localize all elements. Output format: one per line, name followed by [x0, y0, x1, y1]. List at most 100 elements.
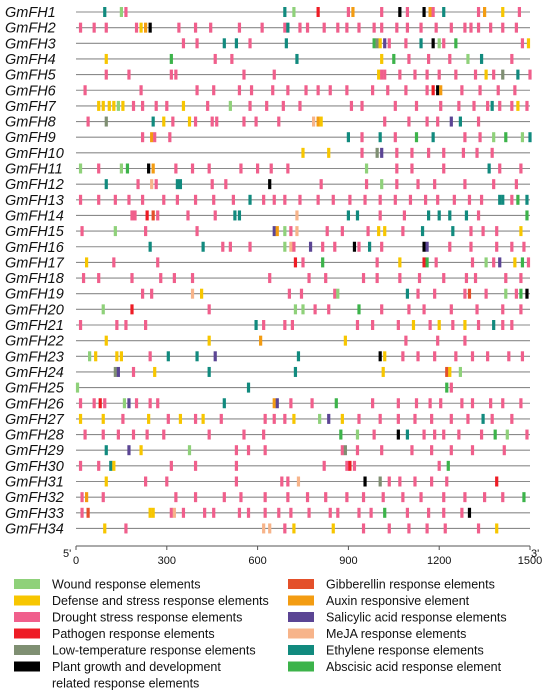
- drought-element-box: [131, 366, 136, 377]
- drought-element-box: [463, 335, 467, 346]
- gene-label-gmfh2: GmFH2: [5, 21, 56, 37]
- drought-element-box: [514, 179, 518, 190]
- drought-element-box: [501, 398, 505, 409]
- drought-element-box: [287, 288, 291, 299]
- wound-element-box: [504, 288, 508, 299]
- drought-element-box: [159, 273, 163, 284]
- gene-label-gmfh18: GmFH18: [5, 271, 64, 287]
- drought-element-box: [81, 273, 86, 284]
- drought-element-box: [321, 241, 325, 252]
- wound-element-box: [336, 288, 340, 299]
- wound-element-box: [301, 304, 305, 315]
- drought-element-box: [92, 398, 96, 409]
- drought-element-box: [249, 85, 254, 96]
- drought-element-box: [237, 85, 242, 96]
- defense-element-box: [484, 69, 488, 80]
- drought-element-box: [498, 100, 502, 111]
- drought-element-box: [478, 132, 482, 143]
- aba-element-box: [339, 429, 343, 440]
- drought-element-box: [372, 22, 376, 33]
- drought-element-box: [383, 116, 387, 127]
- drought-element-box: [476, 22, 481, 33]
- drought-element-box: [357, 507, 361, 518]
- drought-element-box: [489, 398, 493, 409]
- legend-label-ethylene: Ethylene response elements: [326, 644, 484, 658]
- defense-element-box: [377, 226, 381, 237]
- ethylene-element-box: [437, 210, 441, 221]
- aba-element-box: [516, 194, 520, 205]
- drought-element-box: [481, 226, 485, 237]
- drought-element-box: [103, 398, 107, 409]
- drought-element-box: [181, 507, 186, 518]
- aba-element-box: [372, 38, 376, 49]
- meja-element-box: [296, 476, 301, 487]
- drought-element-box: [495, 241, 499, 252]
- drought-element-box: [272, 69, 276, 80]
- drought-element-box: [479, 194, 484, 205]
- drought-element-box: [92, 22, 96, 33]
- drought-element-box: [436, 116, 440, 127]
- drought-element-box: [209, 22, 213, 33]
- drought-element-box: [246, 507, 251, 518]
- drought-element-box: [449, 382, 453, 393]
- drought-element-box: [475, 147, 479, 158]
- drought-element-box: [169, 460, 173, 471]
- drought-element-box: [193, 116, 198, 127]
- drought-element-box: [269, 163, 273, 174]
- drought-element-box: [463, 132, 467, 143]
- drought-element-box: [460, 85, 464, 96]
- drought-element-box: [286, 476, 290, 487]
- drought-element-box: [237, 22, 242, 33]
- drought-element-box: [410, 445, 414, 456]
- aba-element-box: [425, 257, 429, 268]
- drought-element-box: [437, 460, 441, 471]
- drought-element-box: [195, 226, 199, 237]
- drought-element-box: [145, 429, 149, 440]
- defense-element-box: [200, 288, 204, 299]
- defense-element-box: [519, 226, 523, 237]
- drought-element-box: [445, 476, 449, 487]
- wound-element-box: [458, 366, 462, 377]
- drought-element-box: [519, 273, 523, 284]
- drought-element-box: [395, 163, 399, 174]
- drought-element-box: [360, 147, 364, 158]
- drought-element-box: [213, 53, 217, 64]
- drought-element-box: [174, 69, 178, 80]
- defense-element-box: [327, 147, 331, 158]
- drought-element-box: [448, 241, 452, 252]
- aba-element-box: [522, 492, 526, 503]
- gene-label-gmfh19: GmFH19: [5, 287, 64, 303]
- drought-element-box: [316, 194, 320, 205]
- drought-element-box: [510, 241, 514, 252]
- drought-element-box: [263, 492, 267, 503]
- drought-element-box: [430, 476, 434, 487]
- defense-element-box: [147, 413, 151, 424]
- drought-element-box: [271, 85, 275, 96]
- drought-element-box: [405, 22, 410, 33]
- drought-element-box: [298, 22, 302, 33]
- drought-element-box: [153, 132, 157, 143]
- drought-element-box: [457, 100, 461, 111]
- gibberellin-element-box: [445, 366, 449, 377]
- auxin-element-box: [150, 132, 154, 143]
- drought-element-box: [387, 38, 391, 49]
- drought-element-box: [479, 429, 484, 440]
- drought-element-box: [101, 429, 105, 440]
- wound-element-box: [505, 429, 509, 440]
- legend-swatch-aba: [288, 661, 314, 672]
- axis-start-label: 5': [63, 548, 71, 560]
- drought-element-box: [387, 523, 391, 534]
- drought-element-box: [502, 445, 506, 456]
- drought-element-box: [492, 257, 496, 268]
- drought-element-box: [210, 179, 214, 190]
- drought-element-box: [387, 476, 391, 487]
- drought-element-box: [401, 492, 405, 503]
- legend-label-drought: Drought stress response elements: [52, 611, 242, 625]
- aba-element-box: [383, 507, 387, 518]
- salicylic-element-box: [327, 413, 331, 424]
- drought-element-box: [442, 429, 446, 440]
- legend-label-wound: Wound response elements: [52, 578, 200, 592]
- drought-element-box: [380, 7, 384, 17]
- growth-element-box: [268, 179, 272, 190]
- drought-element-box: [469, 22, 473, 33]
